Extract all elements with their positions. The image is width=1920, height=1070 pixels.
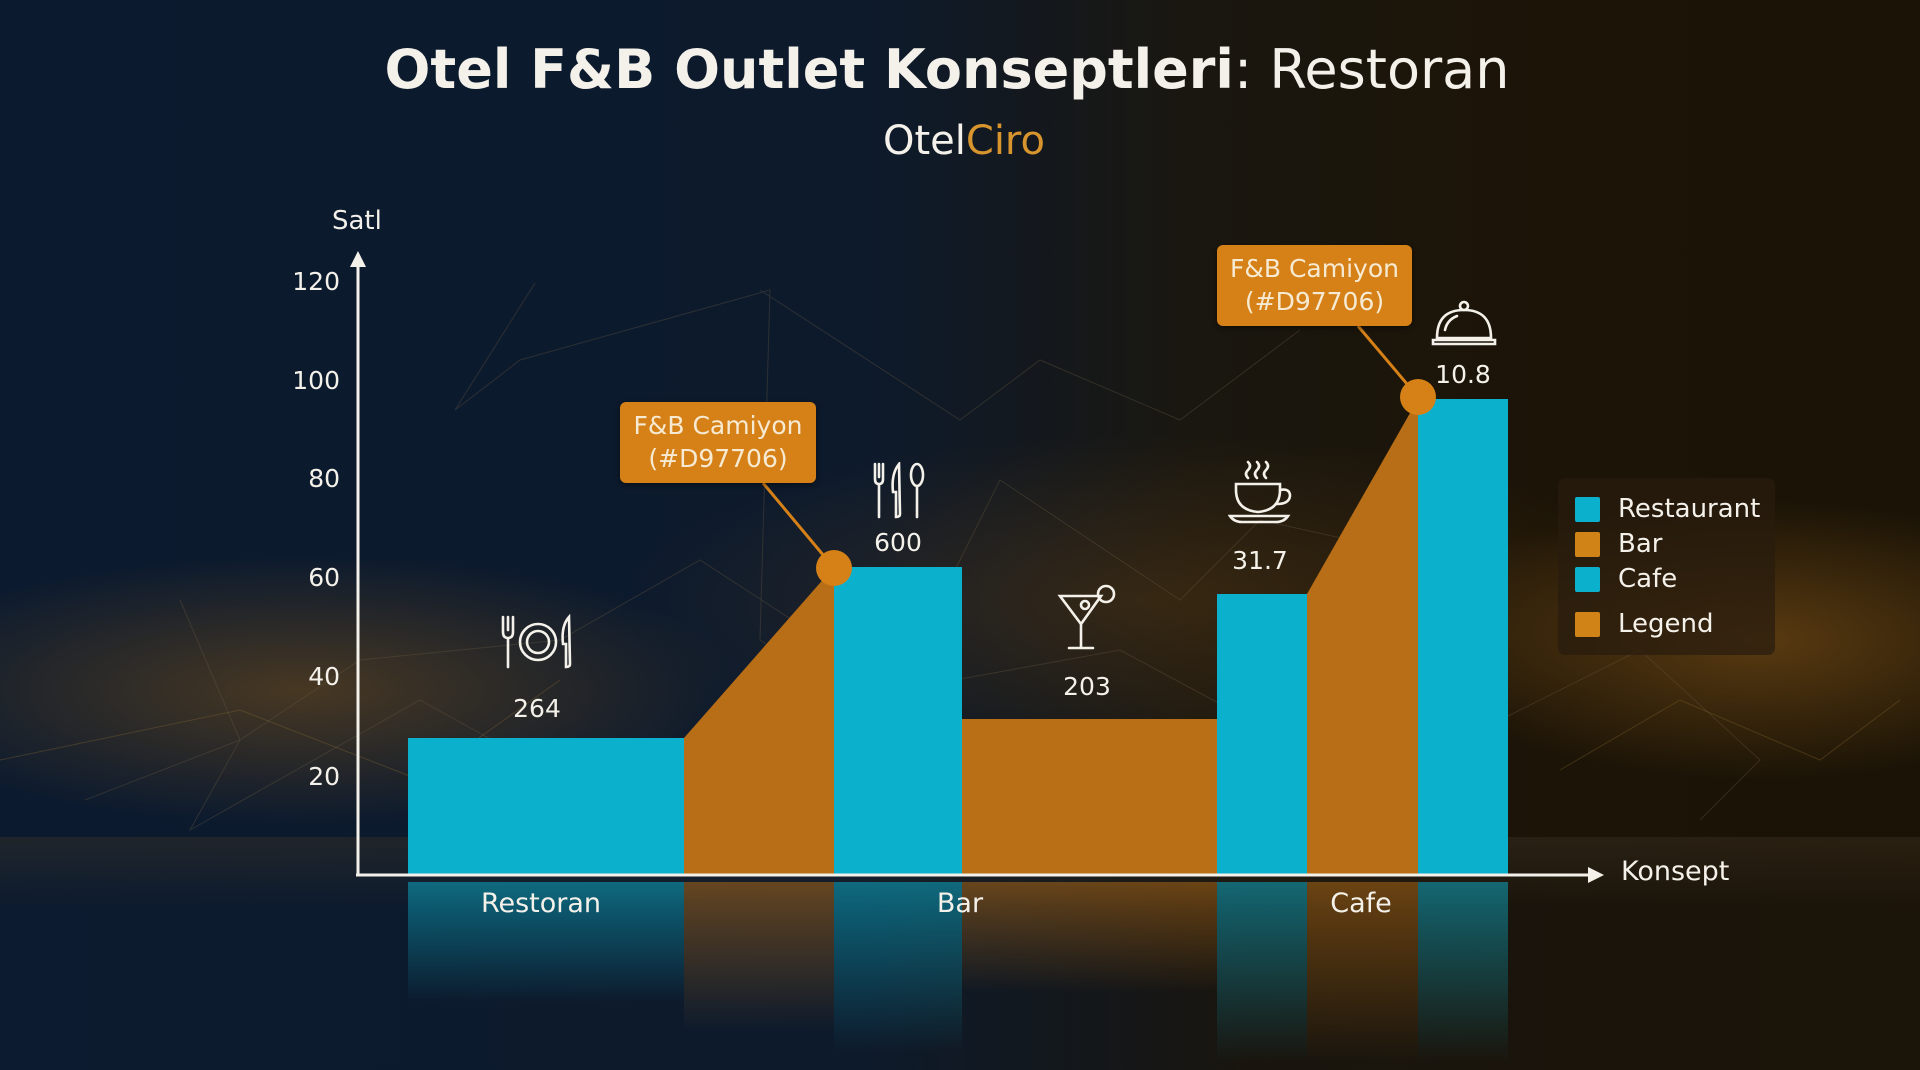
- x-tick-restoran: Restoran: [480, 888, 602, 919]
- bar-bar: [834, 567, 962, 874]
- bar-reflections: [408, 882, 1508, 1062]
- legend-item-bar[interactable]: Bar: [1575, 529, 1662, 559]
- brand-ciro: Ciro: [965, 118, 1045, 164]
- brand-subtitle: OtelCiro: [0, 118, 1920, 164]
- plate-cutlery-icon: [501, 614, 572, 669]
- food-cloche-icon: [1431, 300, 1497, 346]
- x-axis-title: Konsept: [1621, 856, 1730, 887]
- value-label-31-7: 31.7: [1232, 546, 1288, 575]
- legend-label: Legend: [1618, 609, 1714, 639]
- legend-item-cafe[interactable]: Cafe: [1575, 564, 1677, 594]
- bar-area-bar: [962, 719, 1217, 874]
- y-axis-title: Satl: [332, 206, 382, 236]
- brand-otel: Otel: [883, 118, 966, 164]
- legend-swatch-teal: [1575, 496, 1600, 522]
- chart-legend: Restaurant Bar Cafe Legend: [1558, 478, 1775, 655]
- legend-label: Cafe: [1618, 564, 1678, 594]
- bar-cafe-2: [1418, 399, 1508, 874]
- title-main: Otel F&B Outlet Konseptleri: [384, 38, 1234, 101]
- bar-area-restoran-to-bar: [684, 567, 834, 874]
- x-tick-cafe: Cafe: [1330, 888, 1392, 919]
- legend-item-restaurant[interactable]: Restaurant: [1575, 494, 1760, 524]
- y-axis-arrow-icon: [350, 251, 366, 267]
- bar-cafe-1: [1217, 594, 1307, 874]
- value-label-10-8: 10.8: [1435, 360, 1491, 389]
- value-label-203: 203: [1063, 672, 1111, 701]
- fork-knife-spoon-icon: [873, 462, 925, 519]
- legend-swatch-teal: [1575, 566, 1600, 592]
- legend-label: Bar: [1618, 529, 1663, 559]
- y-tick-40: 40: [308, 662, 340, 691]
- title-separator: :: [1233, 38, 1253, 101]
- bar-area-cafe: [1307, 399, 1418, 874]
- bar-restoran: [408, 738, 684, 874]
- y-tick-100: 100: [292, 366, 340, 395]
- value-label-600: 600: [874, 528, 922, 557]
- cocktail-glass-icon: [1057, 584, 1116, 650]
- callout-2-line1: F&B Camiyon: [1230, 254, 1399, 283]
- callout-2-line2: (#D97706): [1244, 287, 1385, 316]
- y-tick-20: 20: [308, 762, 340, 791]
- chart-title: Otel F&B Outlet Konseptleri: Restoran: [0, 38, 1894, 101]
- value-label-264: 264: [513, 694, 561, 723]
- x-tick-bar: Bar: [936, 888, 984, 919]
- y-tick-80: 80: [308, 464, 340, 493]
- callout-1-line2: (#D97706): [648, 444, 788, 473]
- y-tick-60: 60: [308, 563, 340, 592]
- legend-swatch-orange: [1575, 531, 1600, 557]
- legend-swatch-orange: [1575, 611, 1600, 637]
- y-tick-120: 120: [292, 267, 340, 296]
- callout-marker-2: [1400, 379, 1436, 415]
- legend-label: Restaurant: [1618, 494, 1761, 524]
- callout-marker-1: [816, 550, 852, 586]
- callout-fb-camiyon-1: F&B Camiyon (#D97706): [620, 402, 816, 483]
- title-restoran: Restoran: [1252, 38, 1510, 101]
- callout-fb-camiyon-2: F&B Camiyon (#D97706): [1217, 245, 1412, 326]
- coffee-cup-icon: [1228, 460, 1292, 524]
- x-axis-arrow-icon: [1588, 867, 1604, 883]
- callout-1-line1: F&B Camiyon: [633, 411, 803, 440]
- legend-item-legend[interactable]: Legend: [1575, 609, 1714, 639]
